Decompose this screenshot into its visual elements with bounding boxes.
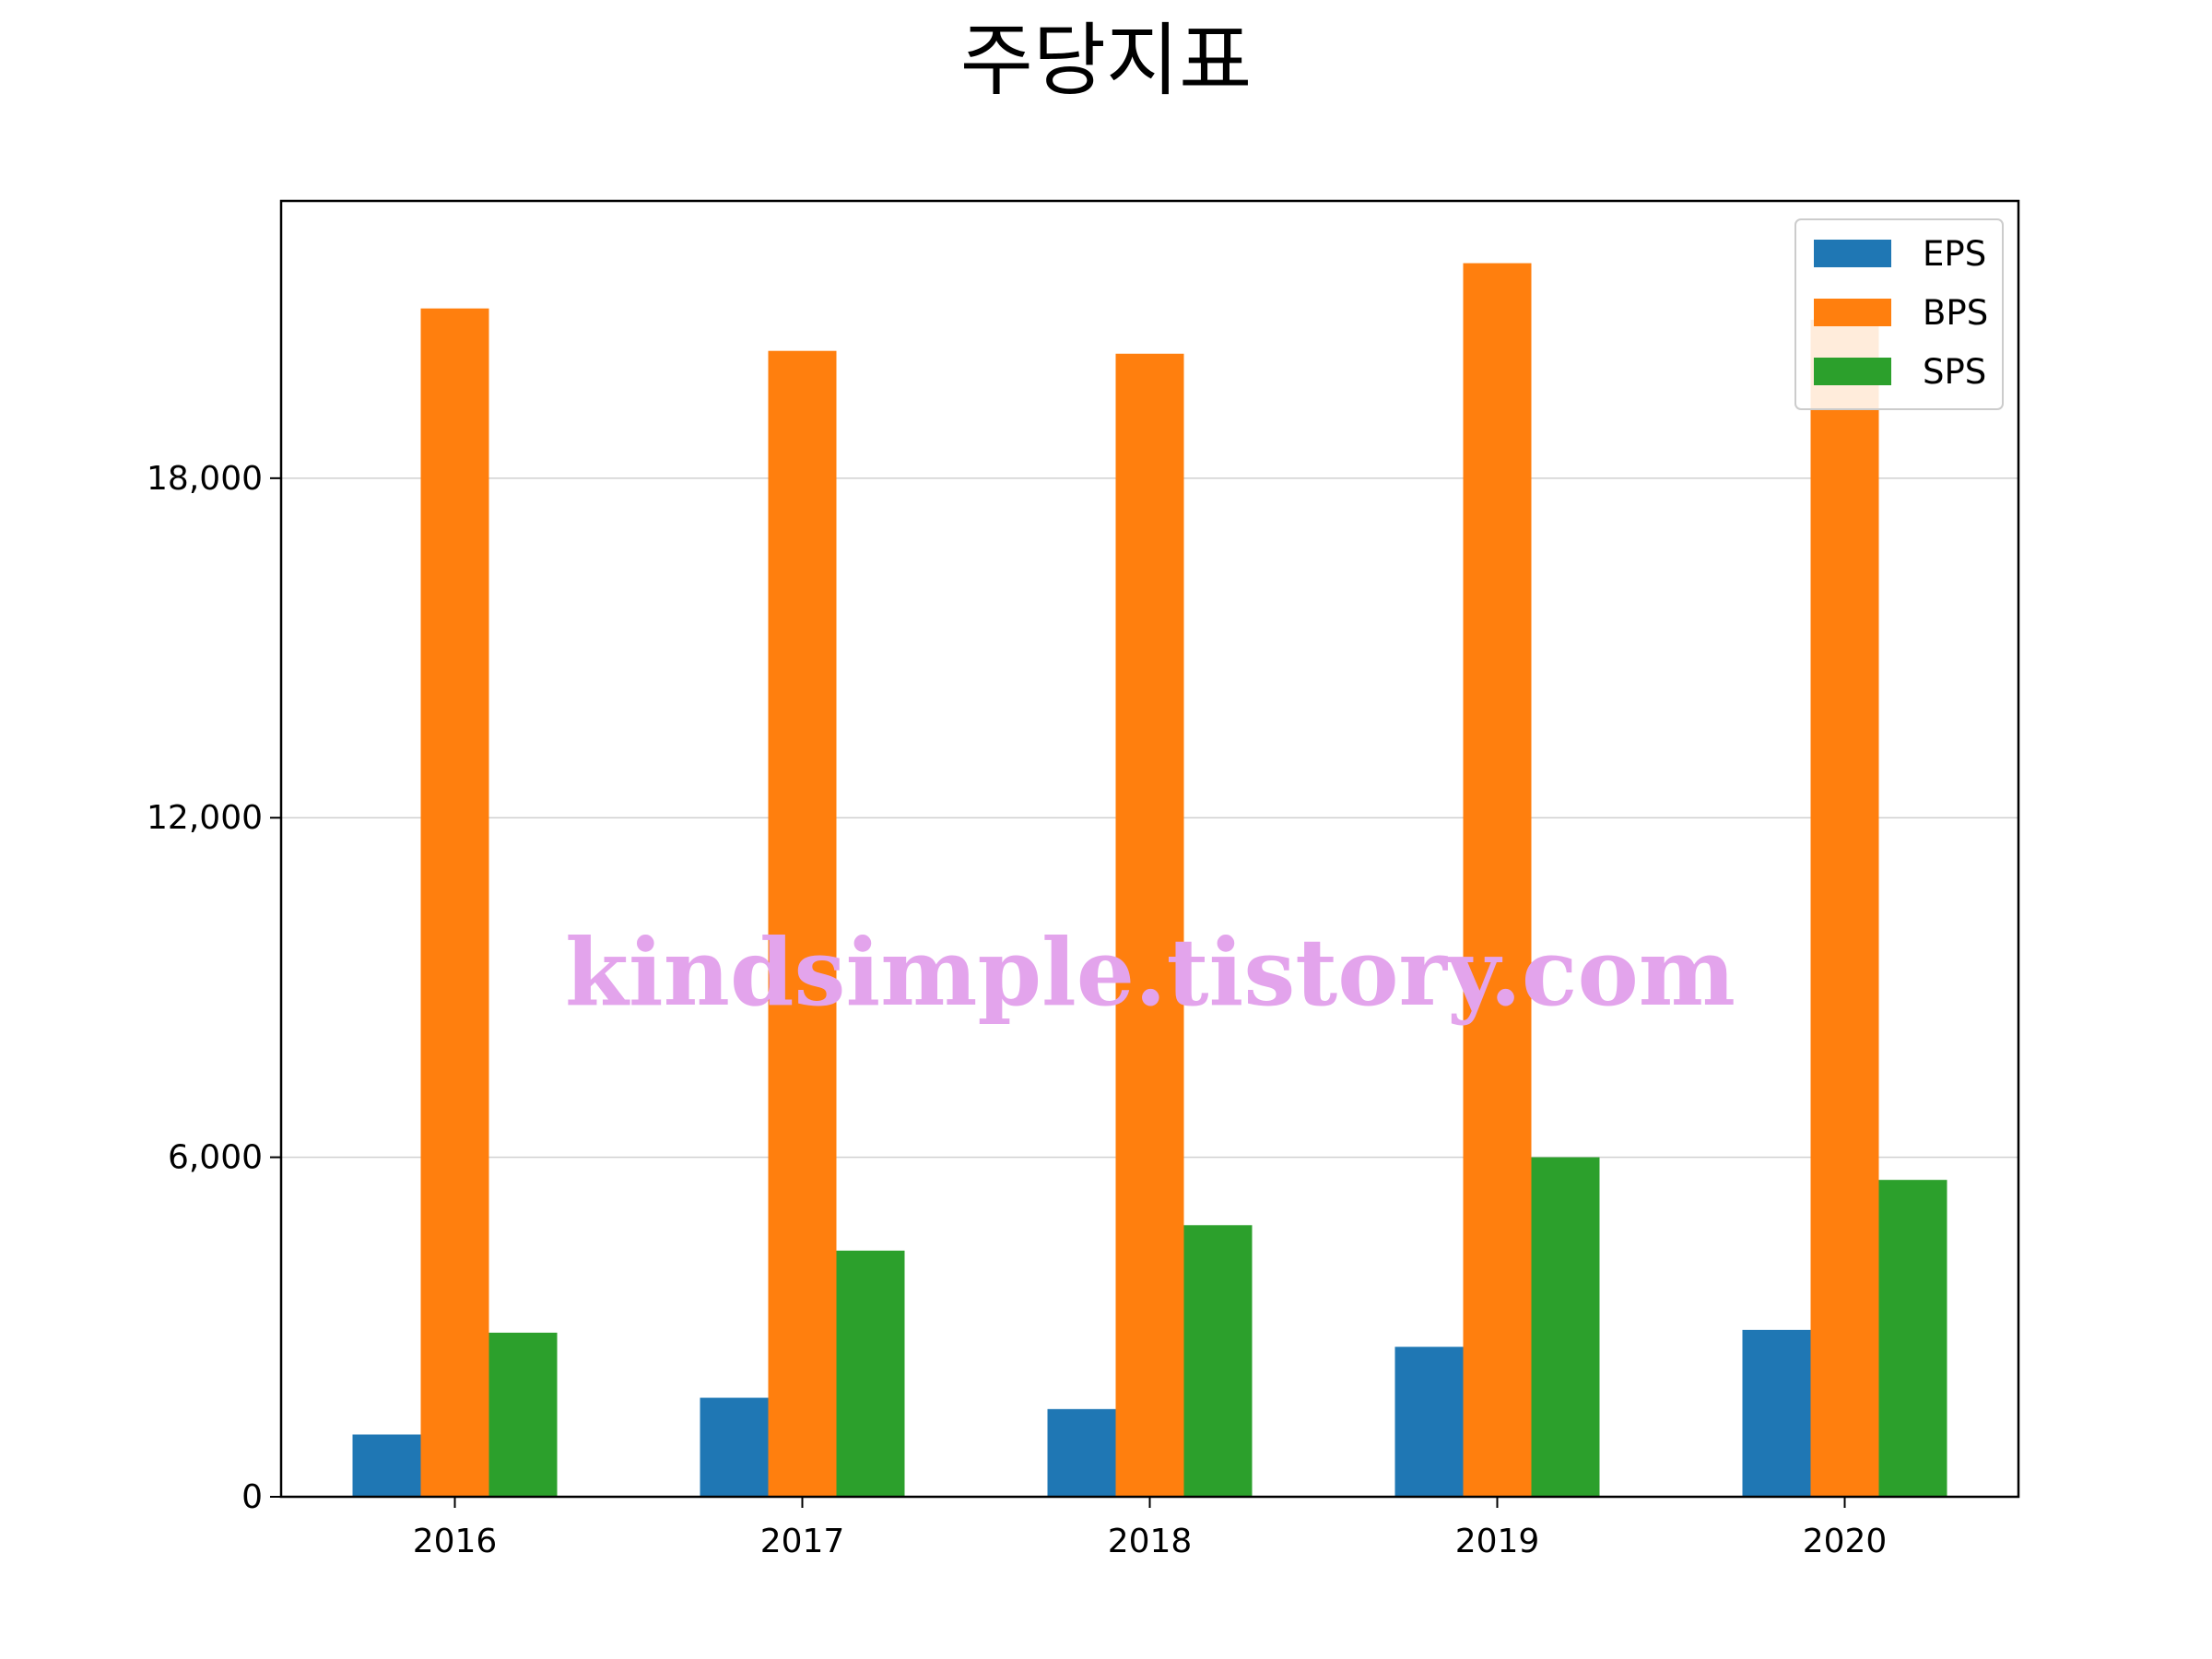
legend-swatch-eps: [1814, 240, 1891, 267]
bar-group: [352, 263, 1947, 1497]
x-tick-label: 2017: [760, 1523, 845, 1560]
bar-eps-2019: [1394, 1347, 1464, 1497]
bar-bps-2019: [1463, 263, 1532, 1497]
bar-sps-2019: [1531, 1157, 1600, 1497]
bar-sps-2018: [1183, 1225, 1253, 1497]
x-tick-label: 2016: [413, 1523, 498, 1560]
watermark-text: kindsimple.tistory.com: [565, 918, 1735, 1027]
bar-bps-2020: [1810, 319, 1879, 1497]
y-axis: 0 6,000 12,000 18,000: [147, 460, 281, 1516]
legend-swatch-bps: [1814, 299, 1891, 326]
bar-eps-2017: [700, 1397, 769, 1497]
bar-eps-2018: [1047, 1408, 1116, 1497]
legend-swatch-sps: [1814, 358, 1891, 385]
bar-bps-2018: [1115, 353, 1184, 1497]
bar-bps-2017: [768, 350, 837, 1497]
chart-title: 주당지표: [960, 15, 1252, 107]
x-tick-label: 2018: [1108, 1523, 1193, 1560]
y-tick-label: 18,000: [147, 460, 263, 498]
y-tick-label: 0: [241, 1478, 263, 1516]
x-axis: 2016 2017 2018 2019 2020: [413, 1497, 1888, 1560]
bar-sps-2016: [488, 1332, 558, 1497]
legend-label-eps: EPS: [1923, 234, 1986, 274]
bar-eps-2016: [352, 1434, 421, 1497]
bar-bps-2016: [420, 308, 489, 1497]
y-tick-label: 6,000: [168, 1139, 263, 1177]
legend-label-sps: SPS: [1923, 352, 1986, 392]
y-tick-label: 12,000: [147, 799, 263, 837]
bar-sps-2017: [836, 1250, 905, 1497]
legend-label-bps: BPS: [1923, 293, 1988, 333]
legend: EPS BPS SPS: [1794, 218, 2004, 410]
bar-eps-2020: [1742, 1329, 1811, 1497]
x-tick-label: 2020: [1803, 1523, 1888, 1560]
x-tick-label: 2019: [1455, 1523, 1540, 1560]
bar-sps-2020: [1878, 1180, 1947, 1497]
